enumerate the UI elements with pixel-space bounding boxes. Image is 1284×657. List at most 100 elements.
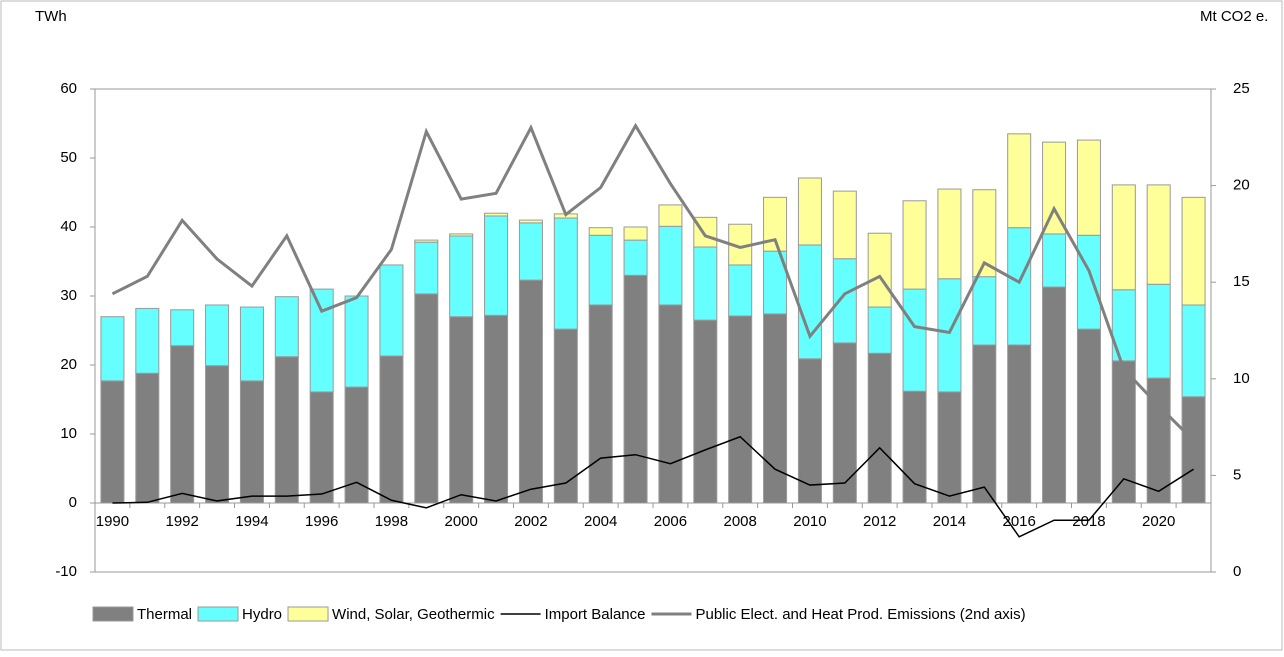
y-tick-label: 30	[60, 287, 77, 304]
bar	[728, 315, 753, 504]
bar	[344, 295, 369, 388]
bar	[414, 241, 439, 295]
bar	[1007, 133, 1032, 229]
bar	[449, 233, 474, 237]
bar	[588, 304, 613, 504]
x-tick-label: 1992	[166, 513, 199, 530]
legend-label: Public Elect. and Heat Prod. Emissions (…	[695, 606, 1025, 623]
bar	[1111, 184, 1136, 291]
bar	[553, 217, 578, 330]
line	[111, 122, 1195, 442]
bar	[135, 372, 160, 504]
bar	[693, 246, 718, 321]
x-tick-label: 2020	[1142, 513, 1175, 530]
bar	[658, 204, 683, 227]
bar	[867, 232, 892, 308]
bar	[937, 391, 962, 504]
bar	[1181, 304, 1206, 398]
bar	[309, 391, 334, 504]
bar	[937, 278, 962, 393]
bar	[972, 189, 997, 278]
y-tick-label: 50	[60, 149, 77, 166]
x-tick-label: 2006	[654, 513, 687, 530]
x-tick-label: 2000	[445, 513, 478, 530]
legend-label: Import Balance	[545, 606, 646, 623]
bar	[518, 219, 543, 224]
bar	[205, 304, 230, 367]
bar	[972, 344, 997, 504]
y-tick-label: 60	[60, 80, 77, 97]
x-tick-label: 2004	[584, 513, 617, 530]
bar	[937, 188, 962, 280]
bar	[832, 258, 857, 344]
legend-label: Hydro	[242, 606, 282, 623]
bar	[902, 200, 927, 290]
bar	[1076, 139, 1101, 236]
bar	[1146, 283, 1171, 379]
bar	[239, 380, 264, 504]
bar	[867, 352, 892, 504]
bar	[1042, 141, 1067, 235]
bar	[763, 313, 788, 504]
bar	[1146, 184, 1171, 285]
bar	[135, 307, 160, 374]
bar	[484, 215, 509, 316]
bar	[588, 227, 613, 236]
x-tick-label: 2002	[514, 513, 547, 530]
bar	[658, 225, 683, 306]
bar	[1042, 233, 1067, 288]
y-tick-label: 10	[60, 425, 77, 442]
y2-tick-label: 25	[1233, 80, 1250, 97]
bar	[449, 235, 474, 318]
bar	[309, 288, 334, 393]
y2-tick-label: 5	[1233, 466, 1241, 483]
bar	[484, 314, 509, 504]
bar	[797, 244, 822, 360]
bar	[1076, 328, 1101, 504]
line	[112, 435, 1194, 538]
bar	[623, 239, 648, 276]
x-tick-label: 1996	[305, 513, 338, 530]
x-tick-label: 2010	[793, 513, 826, 530]
legend-swatch	[197, 606, 239, 622]
bar	[588, 234, 613, 306]
bar	[693, 319, 718, 504]
x-tick-label: 1998	[375, 513, 408, 530]
bar	[1007, 344, 1032, 504]
bar	[902, 288, 927, 392]
x-tick-label: 1990	[96, 513, 129, 530]
bar	[763, 196, 788, 252]
y2-axis-label: Mt CO2 e.	[1200, 8, 1268, 25]
bar	[100, 316, 125, 382]
bar	[728, 264, 753, 317]
x-tick-label: 2018	[1072, 513, 1105, 530]
bar	[274, 296, 299, 358]
bar	[1076, 234, 1101, 330]
plot-border	[94, 88, 1212, 573]
x-tick-label: 2014	[933, 513, 966, 530]
bar	[274, 356, 299, 504]
x-tick-label: 1994	[235, 513, 268, 530]
y-tick-label: 40	[60, 218, 77, 235]
bar	[658, 304, 683, 504]
bar	[518, 222, 543, 281]
bar	[379, 264, 404, 357]
x-tick-label: 2012	[863, 513, 896, 530]
bar	[1042, 286, 1067, 504]
bar	[379, 355, 404, 504]
bar	[518, 279, 543, 504]
bar	[867, 306, 892, 354]
y-axis-label: TWh	[35, 8, 67, 25]
bar	[449, 316, 474, 504]
bar	[205, 365, 230, 504]
legend-swatch	[287, 606, 329, 622]
bar	[484, 212, 509, 217]
bar	[1181, 196, 1206, 306]
y-tick-label: 20	[60, 356, 77, 373]
bar	[832, 342, 857, 504]
y2-tick-label: 20	[1233, 177, 1250, 194]
legend-swatch	[92, 606, 134, 622]
bar	[1007, 227, 1032, 346]
legend-label: Thermal	[137, 606, 192, 623]
